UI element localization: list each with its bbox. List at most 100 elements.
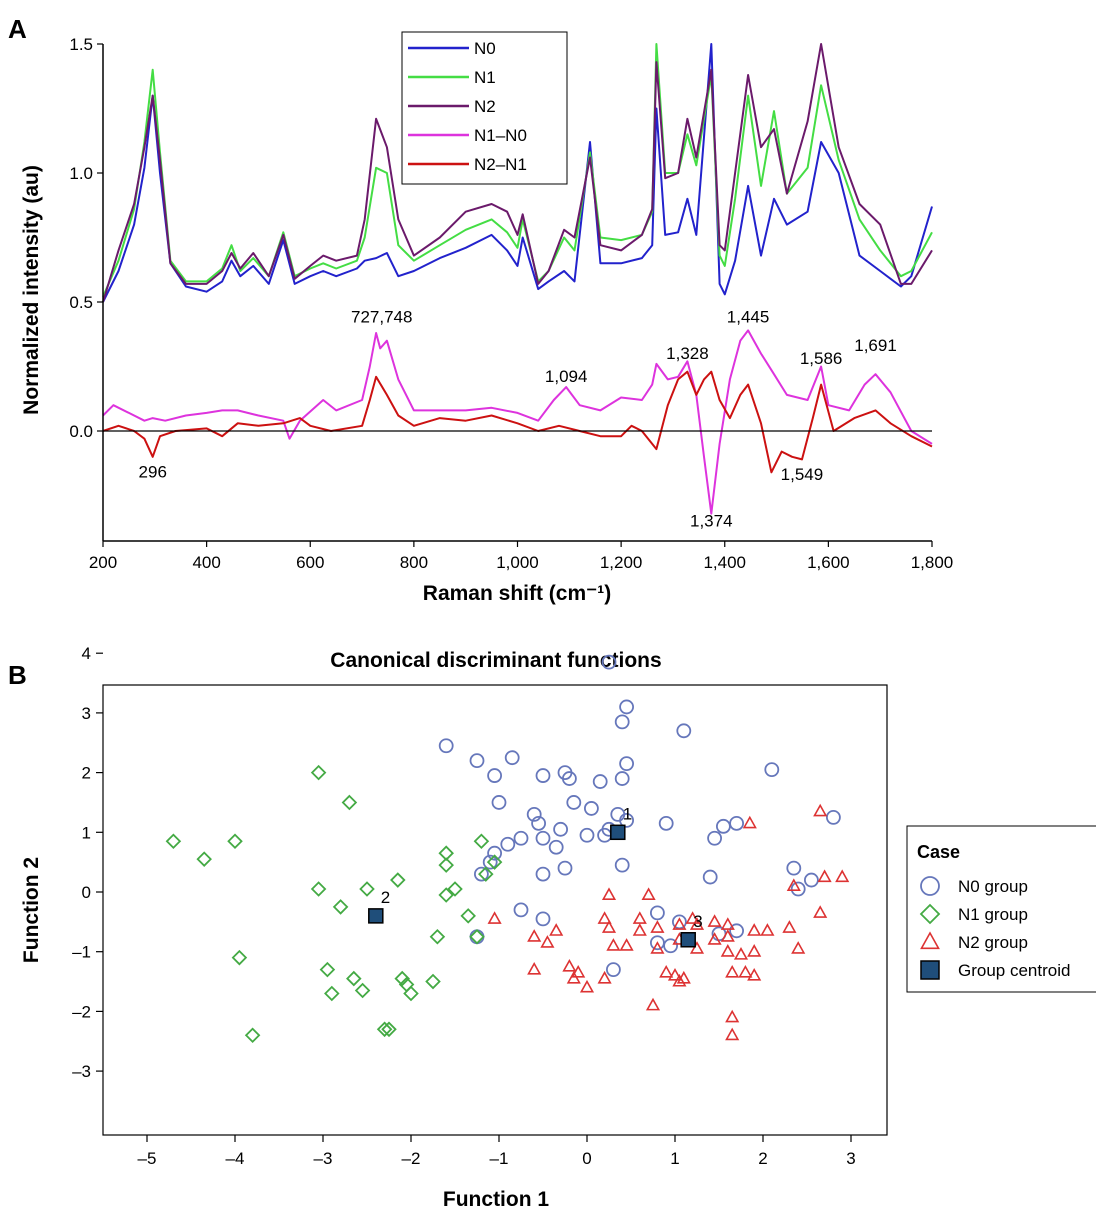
x-tick-label: 200	[89, 553, 117, 572]
scatter-series-0	[438, 654, 841, 978]
scatter-point	[747, 923, 762, 936]
scatter-point	[791, 941, 806, 954]
scatter-point	[310, 881, 327, 897]
scatter-point	[548, 839, 564, 855]
scatter-point	[707, 932, 722, 945]
scatter-point	[689, 917, 705, 930]
centroid-label: 1	[623, 804, 632, 823]
scatter-point	[597, 911, 612, 924]
scatter-point	[504, 750, 520, 766]
scatter-point	[725, 1027, 740, 1041]
x-tick-label: –2	[402, 1149, 421, 1168]
scatter-point	[716, 818, 731, 834]
scatter-point	[672, 973, 687, 987]
scatter-point	[747, 967, 762, 981]
legend-label-0: N0 group	[958, 877, 1028, 896]
legend-label-2: N2	[474, 97, 496, 116]
y-tick-label: –1	[72, 943, 91, 962]
panel-a-letter: A	[8, 14, 27, 44]
scatter-point	[319, 961, 336, 978]
legend-label-3: Group centroid	[958, 961, 1070, 980]
y-tick-label: 2	[82, 764, 91, 783]
x-tick-label: –4	[226, 1149, 245, 1168]
x-tick-label: 1	[670, 1149, 679, 1168]
peak-annotation: 296	[139, 462, 167, 481]
scatter-point	[782, 920, 797, 933]
panel-a: A 200 400 600 800 1,000 1,200 1,400 1,600 1,800 0…	[8, 14, 953, 605]
panel-a-ticks: 200 400 600 800 1,000 1,200 1,400 1,600 1,800 0.0…	[69, 35, 953, 572]
scatter-point	[244, 1027, 261, 1044]
x-tick-label: –3	[314, 1149, 333, 1168]
scatter-point	[403, 985, 419, 1002]
panel-a-legend: N0 N1 N2 N1–N0 N2–N1	[401, 31, 568, 185]
panel-b-plot-frame	[102, 684, 888, 1136]
scatter-point	[376, 1021, 393, 1038]
scatter-point	[487, 768, 503, 783]
x-tick-label: 2	[758, 1149, 767, 1168]
series-line-4	[102, 370, 933, 474]
scatter-point	[527, 961, 542, 975]
x-tick-label: 400	[192, 553, 220, 572]
x-tick-label: 800	[400, 553, 428, 572]
scatter-point	[469, 929, 485, 945]
legend-label-0: N0	[474, 39, 496, 58]
scatter-point	[676, 723, 692, 739]
centroid-point	[610, 824, 626, 841]
scatter-point	[473, 866, 489, 882]
x-tick-label: 1,600	[807, 553, 850, 572]
panel-b-ticks: –5 –4 –3 –2 –1 0 1 2 3 4 3 2 1 0 –1 –2 –3	[72, 644, 856, 1168]
scatter-point	[619, 699, 634, 715]
scatter-point	[584, 801, 599, 816]
scatter-point	[359, 881, 375, 897]
scatter-point	[513, 902, 529, 918]
scatter-point	[324, 985, 340, 1002]
scatter-point	[231, 949, 248, 966]
x-tick-label: 1,400	[703, 553, 746, 572]
scatter-point	[601, 654, 617, 670]
scatter-point	[641, 887, 656, 900]
scatter-point	[566, 795, 582, 810]
scatter-point	[645, 997, 661, 1011]
scatter-point	[813, 905, 828, 918]
series-line-0	[102, 43, 933, 303]
scatter-point	[720, 929, 735, 942]
x-tick-label: 3	[846, 1149, 855, 1168]
scatter-point	[487, 845, 503, 861]
x-tick-label: –1	[490, 1149, 509, 1168]
panel-a-legend-items: N0 N1 N2 N1–N0 N2–N1	[408, 39, 527, 174]
y-tick-label: 1.0	[69, 164, 93, 183]
scatter-point	[632, 923, 647, 936]
scatter-point	[390, 872, 406, 888]
scatter-point	[619, 938, 634, 951]
scatter-point	[425, 973, 441, 990]
scatter-point	[557, 860, 573, 876]
scatter-point	[733, 947, 749, 960]
scatter-point	[606, 962, 621, 978]
scatter-point	[619, 812, 634, 828]
scatter-point	[469, 753, 485, 769]
panel-b-legend-items: N0 group N1 group N2 group Group centroid	[919, 876, 1070, 980]
panel-b-points	[165, 654, 850, 1044]
scatter-point	[685, 911, 700, 924]
peak-annotation: 1,445	[727, 308, 770, 327]
scatter-point	[473, 833, 490, 850]
scatter-point	[632, 911, 647, 924]
peak-annotation: 1,549	[781, 465, 824, 484]
scatter-point	[354, 982, 371, 999]
scatter-point	[381, 1021, 397, 1038]
scatter-point	[738, 964, 753, 978]
scatter-point	[614, 771, 630, 786]
scatter-point	[549, 923, 564, 936]
scatter-point	[597, 970, 612, 984]
scatter-point	[579, 827, 595, 843]
panel-a-y-axis-title: Normalized intensity (au)	[20, 165, 43, 415]
y-tick-label: 0.0	[69, 422, 93, 441]
scatter-point	[562, 958, 577, 972]
series-line-1	[102, 43, 933, 298]
x-tick-label: 0	[582, 1149, 591, 1168]
centroid-point	[680, 932, 696, 948]
scatter-point	[742, 815, 757, 829]
scatter-point	[760, 923, 775, 936]
legend-marker-0	[920, 876, 940, 896]
scatter-point	[553, 821, 568, 837]
